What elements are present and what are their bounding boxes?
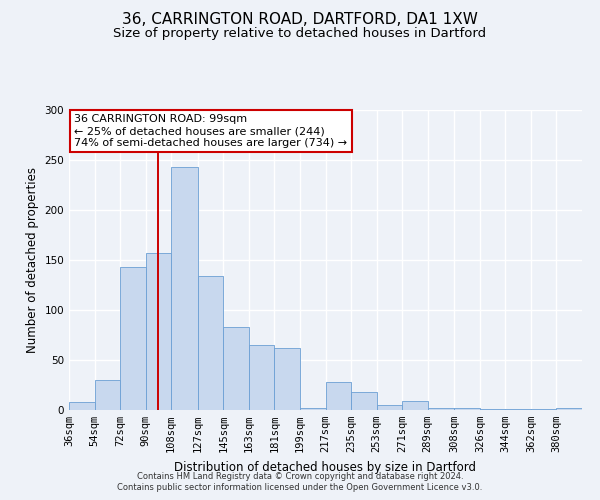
Bar	[198, 276, 223, 410]
X-axis label: Distribution of detached houses by size in Dartford: Distribution of detached houses by size …	[175, 460, 476, 473]
Bar	[556, 408, 582, 410]
Text: 36 CARRINGTON ROAD: 99sqm
← 25% of detached houses are smaller (244)
74% of semi: 36 CARRINGTON ROAD: 99sqm ← 25% of detac…	[74, 114, 347, 148]
Bar	[480, 409, 505, 410]
Bar	[454, 408, 480, 410]
Bar	[223, 327, 249, 410]
Bar	[428, 408, 454, 410]
Bar	[300, 408, 325, 410]
Bar	[249, 345, 274, 410]
Text: Contains HM Land Registry data © Crown copyright and database right 2024.
Contai: Contains HM Land Registry data © Crown c…	[118, 472, 482, 492]
Bar	[505, 409, 531, 410]
Bar	[377, 405, 402, 410]
Text: Size of property relative to detached houses in Dartford: Size of property relative to detached ho…	[113, 28, 487, 40]
Bar	[95, 380, 120, 410]
Bar	[274, 348, 300, 410]
Bar	[171, 167, 198, 410]
Bar	[531, 409, 556, 410]
Bar	[325, 382, 351, 410]
Bar	[120, 267, 146, 410]
Text: 36, CARRINGTON ROAD, DARTFORD, DA1 1XW: 36, CARRINGTON ROAD, DARTFORD, DA1 1XW	[122, 12, 478, 28]
Y-axis label: Number of detached properties: Number of detached properties	[26, 167, 39, 353]
Bar	[402, 401, 428, 410]
Bar	[146, 253, 171, 410]
Bar	[351, 392, 377, 410]
Bar	[69, 402, 95, 410]
